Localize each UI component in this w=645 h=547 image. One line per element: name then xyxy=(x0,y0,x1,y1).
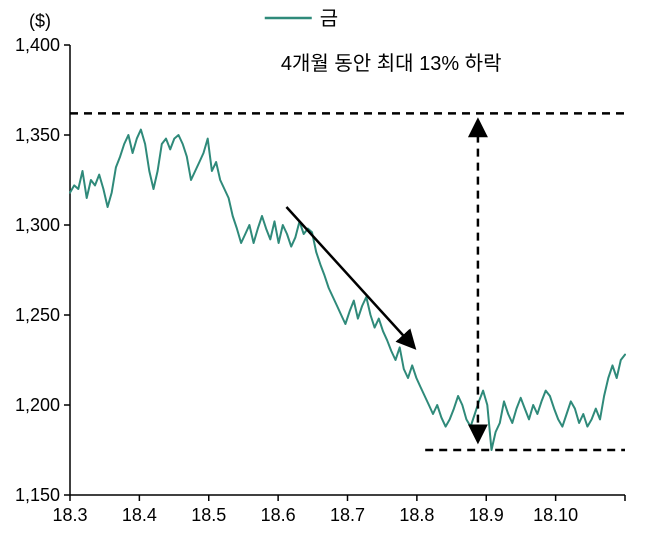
y-tick-label: 1,400 xyxy=(15,35,60,55)
y-tick-label: 1,200 xyxy=(15,395,60,415)
x-tick-label: 18.7 xyxy=(330,505,365,525)
chart-container: 1,150 1,200 1,250 1,300 1,350 1,400 ($) 18.3 18.… xyxy=(0,0,645,547)
y-tick-label: 1,150 xyxy=(15,485,60,505)
x-tick-label: 18.8 xyxy=(399,505,434,525)
y-tick-label: 1,350 xyxy=(15,125,60,145)
x-tick-label: 18.4 xyxy=(122,505,157,525)
x-tick-label: 18.6 xyxy=(261,505,296,525)
x-tick-label: 18.5 xyxy=(191,505,226,525)
gold-price-chart: 1,150 1,200 1,250 1,300 1,350 1,400 ($) 18.3 18.… xyxy=(0,0,645,547)
chart-bg xyxy=(0,0,645,547)
x-tick-label: 18.10 xyxy=(533,505,578,525)
annotation-text: 4개월 동안 최대 13% 하락 xyxy=(281,52,502,75)
legend-label: 금 xyxy=(320,8,338,30)
y-tick-label: 1,250 xyxy=(15,305,60,325)
x-tick-label: 18.9 xyxy=(469,505,504,525)
x-tick-label: 18.3 xyxy=(52,505,87,525)
y-axis-unit: ($) xyxy=(29,11,51,31)
y-tick-label: 1,300 xyxy=(15,215,60,235)
